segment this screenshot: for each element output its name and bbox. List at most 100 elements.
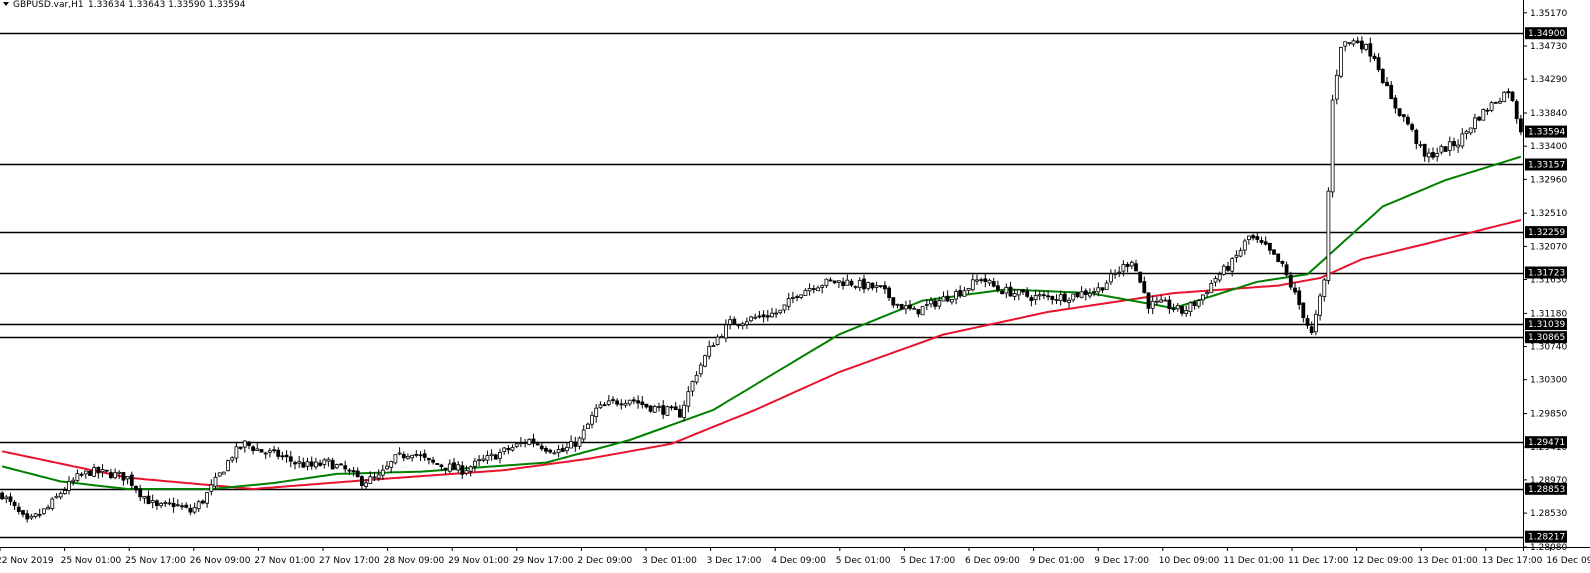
candle[interactable] — [1146, 292, 1151, 314]
candle[interactable] — [732, 316, 737, 325]
candle[interactable] — [786, 292, 791, 311]
candle[interactable] — [832, 280, 837, 285]
candle[interactable] — [1217, 271, 1222, 283]
candle[interactable] — [301, 457, 306, 468]
candle[interactable] — [694, 371, 699, 385]
candle[interactable] — [1042, 290, 1046, 299]
candle[interactable] — [75, 469, 80, 483]
candle[interactable] — [698, 362, 703, 378]
candle[interactable] — [1205, 290, 1209, 298]
candle[interactable] — [774, 308, 778, 318]
candle[interactable] — [1263, 236, 1268, 246]
candle[interactable] — [481, 454, 486, 463]
candle[interactable] — [573, 436, 578, 452]
candle[interactable] — [661, 400, 666, 419]
candle[interactable] — [1171, 303, 1176, 313]
candle[interactable] — [1427, 148, 1431, 163]
candle[interactable] — [970, 274, 975, 292]
candle[interactable] — [527, 438, 532, 446]
candle[interactable] — [1046, 290, 1050, 301]
candle[interactable] — [238, 446, 243, 450]
candle[interactable] — [1380, 68, 1385, 85]
candle[interactable] — [1100, 287, 1105, 293]
candle[interactable] — [1288, 271, 1293, 291]
candle[interactable] — [1385, 77, 1389, 87]
candle[interactable] — [1456, 139, 1460, 153]
candle[interactable] — [1163, 297, 1168, 302]
candle[interactable] — [652, 404, 657, 413]
candle[interactable] — [594, 404, 599, 423]
candle[interactable] — [1247, 235, 1251, 245]
candle[interactable] — [1150, 295, 1155, 315]
candle[interactable] — [983, 273, 988, 288]
candle[interactable] — [883, 281, 887, 294]
candle[interactable] — [1251, 233, 1255, 241]
candle[interactable] — [606, 395, 611, 407]
candle[interactable] — [1519, 114, 1523, 136]
candle[interactable] — [138, 484, 143, 502]
candle[interactable] — [803, 288, 808, 296]
candle[interactable] — [765, 310, 770, 322]
candle[interactable] — [510, 444, 515, 452]
candle[interactable] — [0, 491, 5, 500]
chevron-down-icon[interactable] — [3, 2, 9, 6]
candle[interactable] — [954, 289, 958, 305]
candle[interactable] — [410, 454, 415, 462]
candle[interactable] — [1029, 295, 1034, 307]
candle[interactable] — [678, 404, 682, 418]
candle[interactable] — [242, 440, 247, 453]
candle[interactable] — [933, 297, 937, 310]
candle[interactable] — [276, 447, 281, 460]
candle[interactable] — [188, 504, 193, 516]
candle[interactable] — [113, 468, 117, 480]
candle[interactable] — [996, 280, 1000, 293]
candle[interactable] — [514, 442, 519, 449]
candle[interactable] — [418, 451, 423, 461]
candle[interactable] — [339, 463, 343, 466]
candle[interactable] — [619, 399, 624, 410]
candle[interactable] — [334, 463, 339, 470]
candle[interactable] — [109, 468, 113, 480]
candle[interactable] — [389, 460, 394, 473]
candle[interactable] — [1406, 114, 1410, 126]
candle[interactable] — [1083, 288, 1088, 301]
candle[interactable] — [50, 496, 55, 511]
candle[interactable] — [857, 277, 862, 292]
candle[interactable] — [1372, 52, 1377, 61]
candle[interactable] — [1422, 143, 1427, 162]
candle[interactable] — [929, 297, 933, 308]
candle[interactable] — [472, 458, 477, 472]
candle[interactable] — [1142, 276, 1147, 294]
candle[interactable] — [1334, 69, 1339, 105]
candle[interactable] — [1498, 97, 1502, 105]
candle[interactable] — [1079, 286, 1084, 299]
candle[interactable] — [820, 284, 825, 294]
candle[interactable] — [682, 400, 686, 422]
candle[interactable] — [343, 460, 348, 473]
candle[interactable] — [552, 450, 557, 455]
candle[interactable] — [1393, 95, 1398, 114]
candle[interactable] — [180, 502, 184, 510]
candle[interactable] — [1309, 321, 1314, 335]
candle[interactable] — [1276, 253, 1281, 263]
candle[interactable] — [1305, 315, 1310, 329]
candle[interactable] — [355, 467, 360, 478]
candle[interactable] — [184, 502, 189, 509]
candle[interactable] — [586, 422, 590, 430]
candle[interactable] — [1343, 41, 1348, 52]
candle[interactable] — [263, 451, 268, 459]
candle[interactable] — [1109, 269, 1113, 285]
candle[interactable] — [1067, 297, 1071, 309]
candle[interactable] — [359, 475, 364, 490]
candle[interactable] — [703, 354, 707, 368]
candle[interactable] — [46, 504, 50, 510]
candle[interactable] — [1209, 279, 1214, 294]
candle[interactable] — [648, 405, 653, 413]
candle[interactable] — [686, 386, 691, 413]
candle[interactable] — [1443, 146, 1448, 152]
candle[interactable] — [284, 450, 289, 463]
candle[interactable] — [485, 450, 490, 465]
candle[interactable] — [711, 342, 716, 347]
candle[interactable] — [565, 442, 569, 455]
candle[interactable] — [811, 285, 816, 294]
